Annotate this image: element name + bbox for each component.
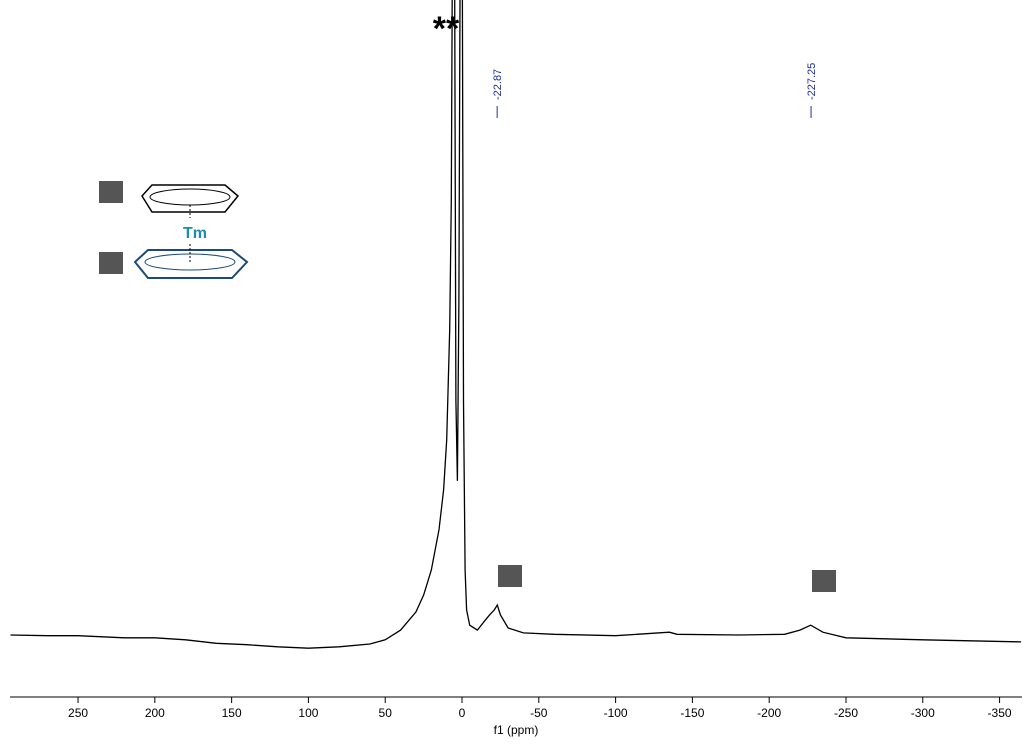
x-tick-label: -50: [530, 706, 548, 720]
peak-label: -227.25: [806, 63, 818, 100]
x-tick-label: 50: [379, 706, 393, 720]
x-axis-label: f1 (ppm): [494, 723, 539, 737]
peak-label: -22.87: [492, 69, 504, 100]
x-tick-label: -300: [911, 706, 935, 720]
peak-annotation: **: [433, 10, 460, 48]
marker-square: [498, 565, 522, 587]
x-tick-label: -350: [988, 706, 1012, 720]
x-tick-label: 100: [298, 706, 318, 720]
ring: [141, 184, 240, 213]
x-tick-label: 200: [145, 706, 165, 720]
x-tick-label: -100: [604, 706, 628, 720]
x-tick-label: -200: [757, 706, 781, 720]
structure: Tm: [99, 181, 249, 279]
metal-label: Tm: [183, 225, 207, 242]
marker-square: [812, 570, 836, 592]
x-tick-label: 0: [459, 706, 466, 720]
x-tick-label: 150: [222, 706, 242, 720]
spectrum-line: [10, 0, 1022, 649]
x-tick-label: -150: [680, 706, 704, 720]
x-tick-label: -250: [834, 706, 858, 720]
marker-square: [99, 252, 123, 274]
x-tick-label: 250: [68, 706, 88, 720]
ring: [133, 249, 249, 279]
marker-square: [99, 181, 123, 203]
